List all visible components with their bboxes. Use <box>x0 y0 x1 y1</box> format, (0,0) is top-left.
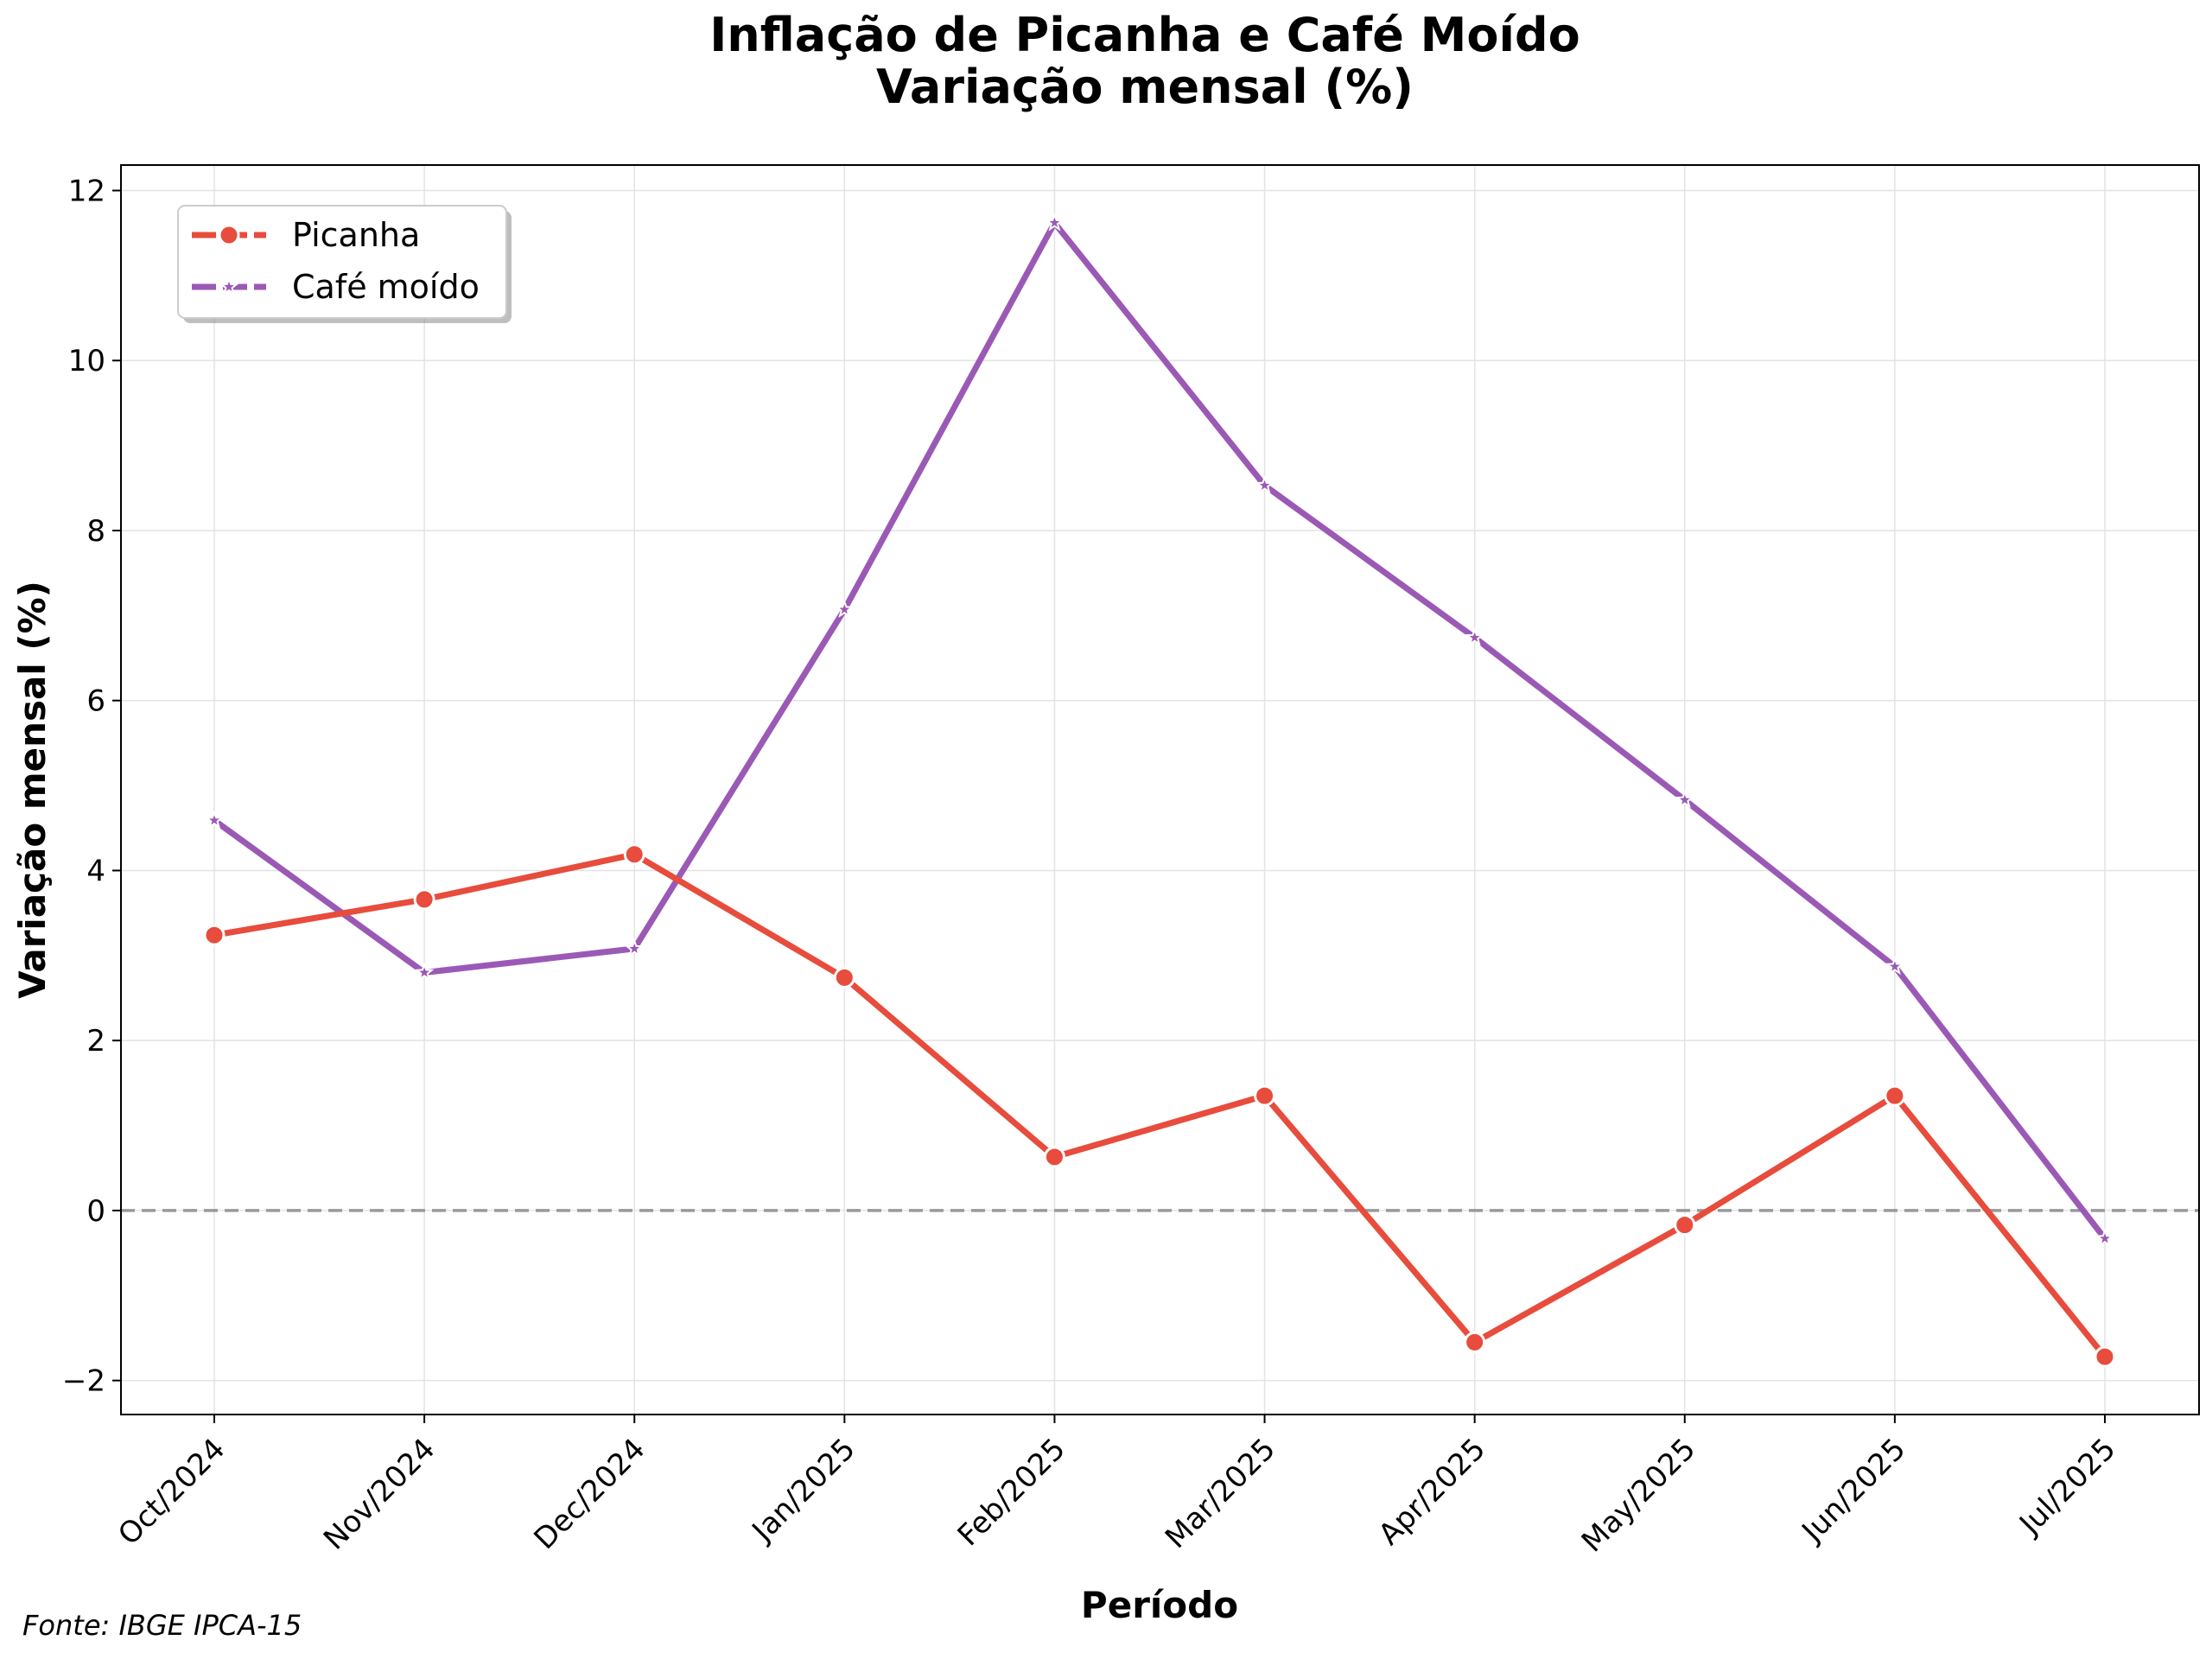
data-point-picanha <box>833 966 855 989</box>
series-picanha <box>203 843 2116 1368</box>
y-axis-label: Variação mensal (%) <box>11 581 54 999</box>
x-axis: Oct/2024 Nov/2024 Dec/2024 Jan/2025 Feb/2025… <box>111 1415 2122 1559</box>
data-point-cafe-moido <box>1465 627 1484 646</box>
series-line-picanha <box>211 851 2108 1360</box>
x-tick-label: Dec/2024 <box>527 1432 652 1556</box>
data-point-cafe-moido <box>835 599 855 619</box>
data-point-cafe-moido <box>1255 474 1274 494</box>
x-tick-label: Jun/2025 <box>1795 1432 1913 1550</box>
data-point-cafe-moido <box>624 938 645 957</box>
y-tick-label: 10 <box>68 344 105 378</box>
x-tick-label: Jan/2025 <box>745 1432 862 1549</box>
y-tick-label: 4 <box>86 854 105 888</box>
legend-item-cafe-moido: Café moído <box>192 268 480 306</box>
data-point-picanha <box>1884 1084 1906 1107</box>
chart-subtitle: Variação mensal (%) <box>876 60 1414 114</box>
x-axis-label: Período <box>1081 1584 1238 1626</box>
data-point-cafe-moido <box>2094 1228 2115 1247</box>
legend: Picanha Café moído <box>177 205 512 323</box>
y-tick-label: 6 <box>86 684 105 719</box>
x-tick-label: Feb/2025 <box>951 1432 1072 1553</box>
data-point-cafe-moido <box>1885 956 1905 976</box>
legend-marker <box>219 277 239 296</box>
y-tick-label: −2 <box>62 1364 105 1399</box>
data-point-picanha <box>413 888 435 911</box>
source-note: Fonte: IBGE IPCA-15 <box>22 1609 302 1642</box>
data-point-cafe-moido <box>204 810 225 830</box>
legend-item-picanha: Picanha <box>192 216 420 254</box>
data-point-cafe-moido <box>1045 213 1065 232</box>
x-tick-label: Mar/2025 <box>1159 1432 1282 1555</box>
y-tick-label: 0 <box>86 1194 105 1229</box>
data-point-picanha <box>1674 1214 1696 1237</box>
data-point-picanha <box>1043 1146 1065 1168</box>
data-point-cafe-moido <box>1675 789 1694 809</box>
data-point-picanha <box>2094 1345 2116 1368</box>
series-layer <box>203 213 2116 1368</box>
y-axis: −2 0 2 4 6 8 10 12 <box>62 175 121 1399</box>
data-point-cafe-moido <box>414 962 435 982</box>
x-tick-label: Oct/2024 <box>111 1432 232 1552</box>
grid <box>121 165 2199 1415</box>
series-cafe-moido <box>204 213 2115 1247</box>
x-tick-label: Nov/2024 <box>317 1432 442 1556</box>
data-point-picanha <box>1464 1331 1486 1353</box>
x-tick-label: May/2025 <box>1575 1432 1702 1559</box>
y-tick-label: 2 <box>86 1024 105 1059</box>
axes-frame <box>120 164 2200 1415</box>
y-tick-label: 12 <box>68 175 105 209</box>
data-point-picanha <box>1254 1084 1276 1107</box>
chart-title: Inflação de Picanha e Café Moído <box>709 8 1580 62</box>
series-line-cafe-moido <box>211 219 2108 1242</box>
data-point-picanha <box>203 924 226 946</box>
data-point-picanha <box>623 843 645 866</box>
legend-label: Picanha <box>292 216 420 254</box>
y-tick-label: 8 <box>86 514 105 549</box>
x-tick-label: Jul/2025 <box>2012 1432 2122 1542</box>
legend-marker <box>218 224 240 246</box>
x-tick-label: Apr/2025 <box>1372 1432 1492 1552</box>
legend-label: Café moído <box>292 268 480 306</box>
